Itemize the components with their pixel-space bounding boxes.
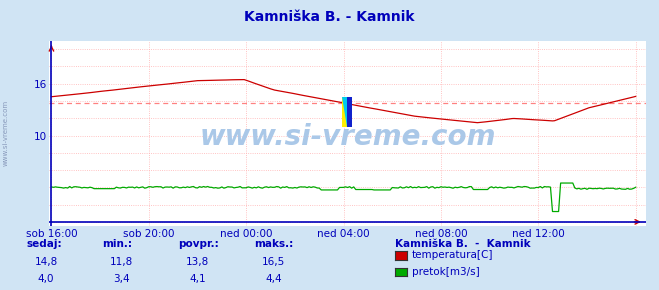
Bar [342, 97, 347, 127]
Text: 3,4: 3,4 [113, 274, 130, 284]
Polygon shape [342, 97, 347, 127]
Text: 4,4: 4,4 [265, 274, 282, 284]
Text: pretok[m3/s]: pretok[m3/s] [412, 267, 480, 277]
Text: 16,5: 16,5 [262, 257, 285, 267]
Text: 4,1: 4,1 [189, 274, 206, 284]
Text: povpr.:: povpr.: [178, 239, 219, 249]
Text: www.si-vreme.com: www.si-vreme.com [200, 123, 496, 151]
Text: Kamniška B.  -  Kamnik: Kamniška B. - Kamnik [395, 239, 531, 249]
Text: 13,8: 13,8 [186, 257, 210, 267]
Text: 4,0: 4,0 [38, 274, 55, 284]
Text: 11,8: 11,8 [110, 257, 134, 267]
Bar [347, 97, 352, 127]
Text: min.:: min.: [102, 239, 132, 249]
Text: maks.:: maks.: [254, 239, 293, 249]
Text: www.si-vreme.com: www.si-vreme.com [2, 100, 9, 166]
Polygon shape [347, 97, 352, 127]
Text: sedaj:: sedaj: [26, 239, 62, 249]
Text: temperatura[C]: temperatura[C] [412, 250, 494, 260]
Text: 14,8: 14,8 [34, 257, 58, 267]
Text: Kamniška B. - Kamnik: Kamniška B. - Kamnik [244, 10, 415, 24]
